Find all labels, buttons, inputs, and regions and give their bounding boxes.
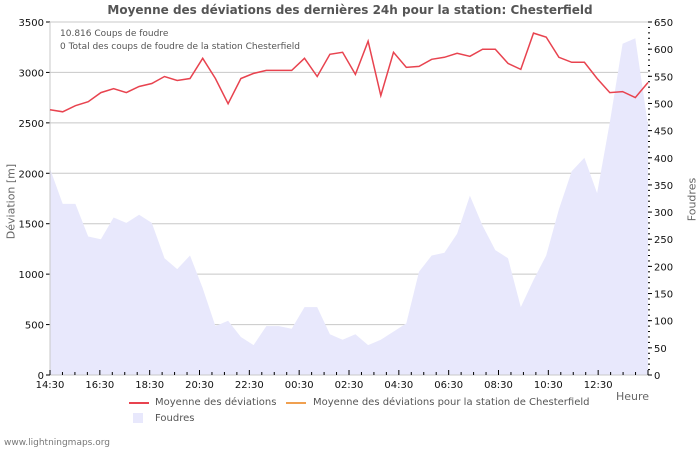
svg-text:2000: 2000	[19, 169, 44, 180]
svg-text:12:30: 12:30	[584, 380, 613, 391]
svg-text:02:30: 02:30	[335, 380, 364, 391]
svg-text:04:30: 04:30	[384, 380, 413, 391]
svg-text:250: 250	[654, 235, 673, 246]
svg-text:10:30: 10:30	[534, 380, 563, 391]
svg-text:06:30: 06:30	[434, 380, 463, 391]
svg-text:20:30: 20:30	[185, 380, 214, 391]
svg-text:0: 0	[654, 371, 660, 382]
legend-foudres-label: Foudres	[155, 413, 195, 424]
chart-title: Moyenne des déviations des dernières 24h…	[107, 3, 593, 17]
svg-text:1000: 1000	[19, 270, 44, 281]
svg-text:600: 600	[654, 45, 673, 56]
legend-station-swatch	[286, 402, 306, 404]
svg-text:00:30: 00:30	[285, 380, 314, 391]
strike-count-info: 10.816 Coups de foudre	[60, 29, 169, 39]
svg-text:500: 500	[654, 99, 673, 110]
svg-text:100: 100	[654, 317, 673, 328]
svg-text:18:30: 18:30	[135, 380, 164, 391]
svg-text:2500: 2500	[19, 119, 44, 130]
svg-text:16:30: 16:30	[85, 380, 114, 391]
deviation-line	[49, 32, 649, 113]
svg-text:550: 550	[654, 72, 673, 83]
axes	[46, 21, 652, 376]
legend-station-label: Moyenne des déviations pour la station d…	[313, 397, 590, 408]
right-axis-label: Foudres	[685, 177, 699, 222]
svg-text:450: 450	[654, 127, 673, 138]
svg-text:22:30: 22:30	[235, 380, 264, 391]
svg-text:1500: 1500	[19, 220, 44, 231]
legend-deviation-swatch	[129, 402, 149, 404]
station-total-info: 0 Total des coups de foudre de la statio…	[60, 42, 301, 52]
svg-text:400: 400	[654, 154, 673, 165]
svg-text:50: 50	[654, 344, 667, 355]
svg-text:3000: 3000	[19, 68, 44, 79]
svg-text:0: 0	[38, 371, 44, 382]
x-axis-label: Heure	[616, 390, 650, 403]
left-axis-label: Déviation [m]	[4, 163, 18, 240]
svg-text:500: 500	[25, 321, 44, 332]
svg-text:350: 350	[654, 181, 673, 192]
svg-text:150: 150	[654, 290, 673, 301]
legend-foudres-swatch	[133, 413, 143, 423]
svg-text:3500: 3500	[19, 18, 44, 29]
svg-text:200: 200	[654, 262, 673, 273]
legend-deviation-label: Moyenne des déviations	[155, 397, 277, 408]
svg-text:650: 650	[654, 18, 673, 29]
svg-text:14:30: 14:30	[36, 380, 65, 391]
footer-link[interactable]: www.lightningmaps.org	[4, 438, 110, 448]
svg-text:300: 300	[654, 208, 673, 219]
foudres-area	[50, 38, 648, 376]
tick-labels: 0 500 1000 1500 2000 2500 3000 3500 0 50 100 150 200…	[19, 18, 674, 391]
svg-text:08:30: 08:30	[484, 380, 513, 391]
